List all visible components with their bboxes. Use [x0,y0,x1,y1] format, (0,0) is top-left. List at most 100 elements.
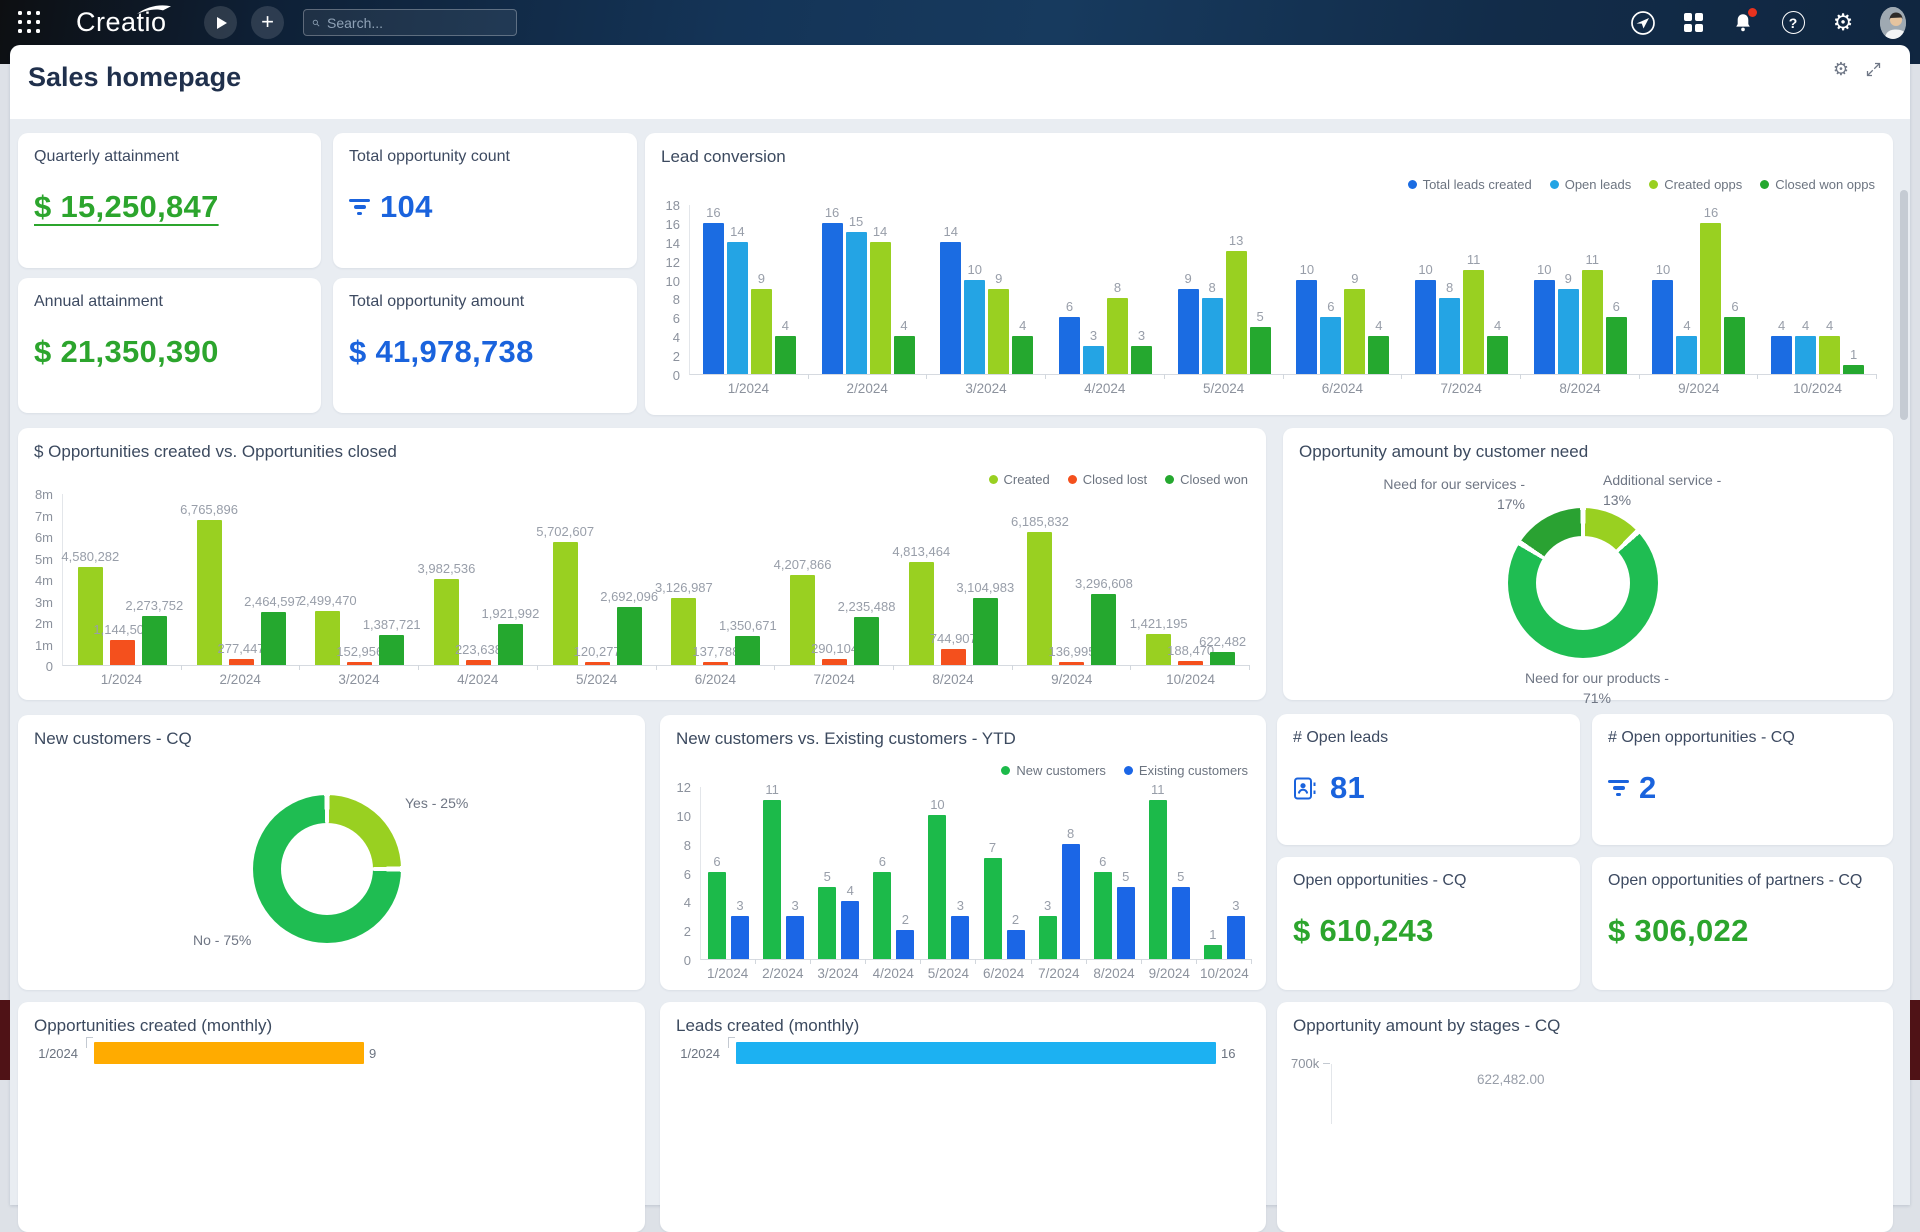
bar[interactable] [908,562,934,665]
bar[interactable] [736,1042,1216,1064]
opportunity-amount-by-customer-need-card[interactable]: Opportunity amount by customer need Need… [1283,428,1893,706]
lead-conversion-chart[interactable]: 18 16 14 12 10 8 6 4 2 0 16 14 9 4 16 15 14 4 14 10 9 4 6 3 8 3 9 8… [659,198,1877,396]
bar[interactable] [1091,594,1117,665]
legend-item[interactable]: Open leads [1549,177,1631,192]
bar[interactable] [1652,280,1674,374]
expand-dashboard-icon[interactable] [1862,58,1884,80]
new-customers-donut[interactable] [18,715,645,990]
bar[interactable] [94,1042,364,1064]
kpi-value-link[interactable]: $ 15,250,847 [34,189,219,224]
bar[interactable] [1249,327,1271,374]
bar[interactable] [1012,336,1034,374]
bar[interactable] [1700,223,1722,374]
bar[interactable] [708,872,727,959]
app-menu-icon[interactable] [18,11,42,35]
legend-item[interactable]: Created opps [1649,177,1742,192]
bar[interactable] [988,289,1010,374]
bar[interactable] [786,916,805,959]
bar[interactable] [1146,634,1172,665]
bar[interactable] [896,930,915,959]
bar[interactable] [1487,336,1509,374]
bar[interactable] [1006,930,1025,959]
bar[interactable] [1724,317,1746,374]
bar[interactable] [822,659,848,665]
help-icon[interactable]: ? [1780,10,1806,36]
bar[interactable] [77,567,103,665]
bar[interactable] [1178,661,1204,665]
leads-created-monthly-card[interactable]: Leads created (monthly) 1/2024 16 [660,1002,1266,1232]
customer-need-donut[interactable] [1283,428,1893,700]
bar[interactable] [763,800,782,959]
bar[interactable] [1093,872,1112,959]
donut-ring[interactable] [253,795,401,943]
bar[interactable] [790,575,816,665]
new-vs-existing-customers-card[interactable]: New customers vs. Existing customers - Y… [660,715,1266,990]
kpi-annual-attainment[interactable]: Annual attainment $ 21,350,390 [18,278,321,413]
legend-item[interactable]: New customers [1001,763,1106,778]
bar[interactable] [845,232,867,374]
bar[interactable] [379,635,405,665]
bar[interactable] [1557,289,1579,374]
bar[interactable] [228,659,254,665]
bar[interactable] [1058,317,1080,374]
bar[interactable] [940,242,962,374]
opportunity-amount-by-stages-chart[interactable]: 700k 622,482.00 [1277,1002,1893,1232]
bar[interactable] [109,640,135,665]
legend-item[interactable]: Closed lost [1067,472,1147,487]
vertical-scrollbar[interactable] [1900,190,1908,420]
bar[interactable] [1771,336,1793,374]
kpi-quarterly-attainment[interactable]: Quarterly attainment $ 15,250,847 [18,133,321,268]
bar[interactable] [873,872,892,959]
kpi-open-opportunities-partners-cq[interactable]: Open opportunities of partners - CQ $ 30… [1592,857,1893,990]
bar[interactable] [818,887,837,959]
legend-item[interactable]: Created [988,472,1050,487]
bar[interactable] [983,858,1002,959]
bar[interactable] [1819,336,1841,374]
bar[interactable] [433,579,459,665]
global-search[interactable] [303,9,517,36]
bar[interactable] [141,616,167,665]
opportunities-created-monthly-chart[interactable]: 1/2024 9 [18,1002,645,1232]
bar[interactable] [1415,280,1437,374]
legend-item[interactable]: Closed won [1165,472,1248,487]
search-input[interactable] [327,14,508,31]
bar[interactable] [928,815,947,959]
bar[interactable] [584,662,610,665]
bar[interactable] [1171,887,1190,959]
bar[interactable] [726,242,748,374]
bar[interactable] [1038,916,1057,959]
bar[interactable] [315,611,341,665]
bar[interactable] [1296,280,1318,374]
bar[interactable] [552,542,578,665]
bar[interactable] [854,617,880,665]
bar[interactable] [616,607,642,665]
kpi-open-opportunities-count-cq[interactable]: # Open opportunities - CQ 2 [1592,714,1893,845]
bar[interactable] [671,598,697,665]
bar[interactable] [1676,336,1698,374]
bar[interactable] [1027,532,1053,665]
bar[interactable] [1463,270,1485,374]
lead-conversion-card[interactable]: Lead conversion Total leads created Open … [645,133,1893,415]
bar[interactable] [750,289,772,374]
kpi-total-opportunity-count[interactable]: Total opportunity count 104 [333,133,637,268]
bar[interactable] [465,660,491,665]
leads-created-monthly-chart[interactable]: 1/2024 16 [660,1002,1266,1232]
bar[interactable] [1368,336,1390,374]
bar[interactable] [821,223,843,374]
kpi-open-leads[interactable]: # Open leads 81 [1277,714,1580,845]
opportunities-created-monthly-card[interactable]: Opportunities created (monthly) 1/2024 9 [18,1002,645,1232]
bar[interactable] [1843,365,1865,374]
bar[interactable] [1059,662,1085,665]
bar[interactable] [964,280,986,374]
bar[interactable] [497,624,523,665]
workplaces-icon[interactable] [1680,10,1706,36]
bar[interactable] [1130,346,1152,374]
legend-item[interactable]: Total leads created [1407,177,1532,192]
bar[interactable] [703,662,729,665]
legend-item[interactable]: Closed won opps [1760,177,1875,192]
bar[interactable] [951,916,970,959]
bar[interactable] [869,242,891,374]
bar[interactable] [1177,289,1199,374]
communication-panel-icon[interactable] [1630,10,1656,36]
notifications-bell-icon[interactable] [1730,7,1757,36]
